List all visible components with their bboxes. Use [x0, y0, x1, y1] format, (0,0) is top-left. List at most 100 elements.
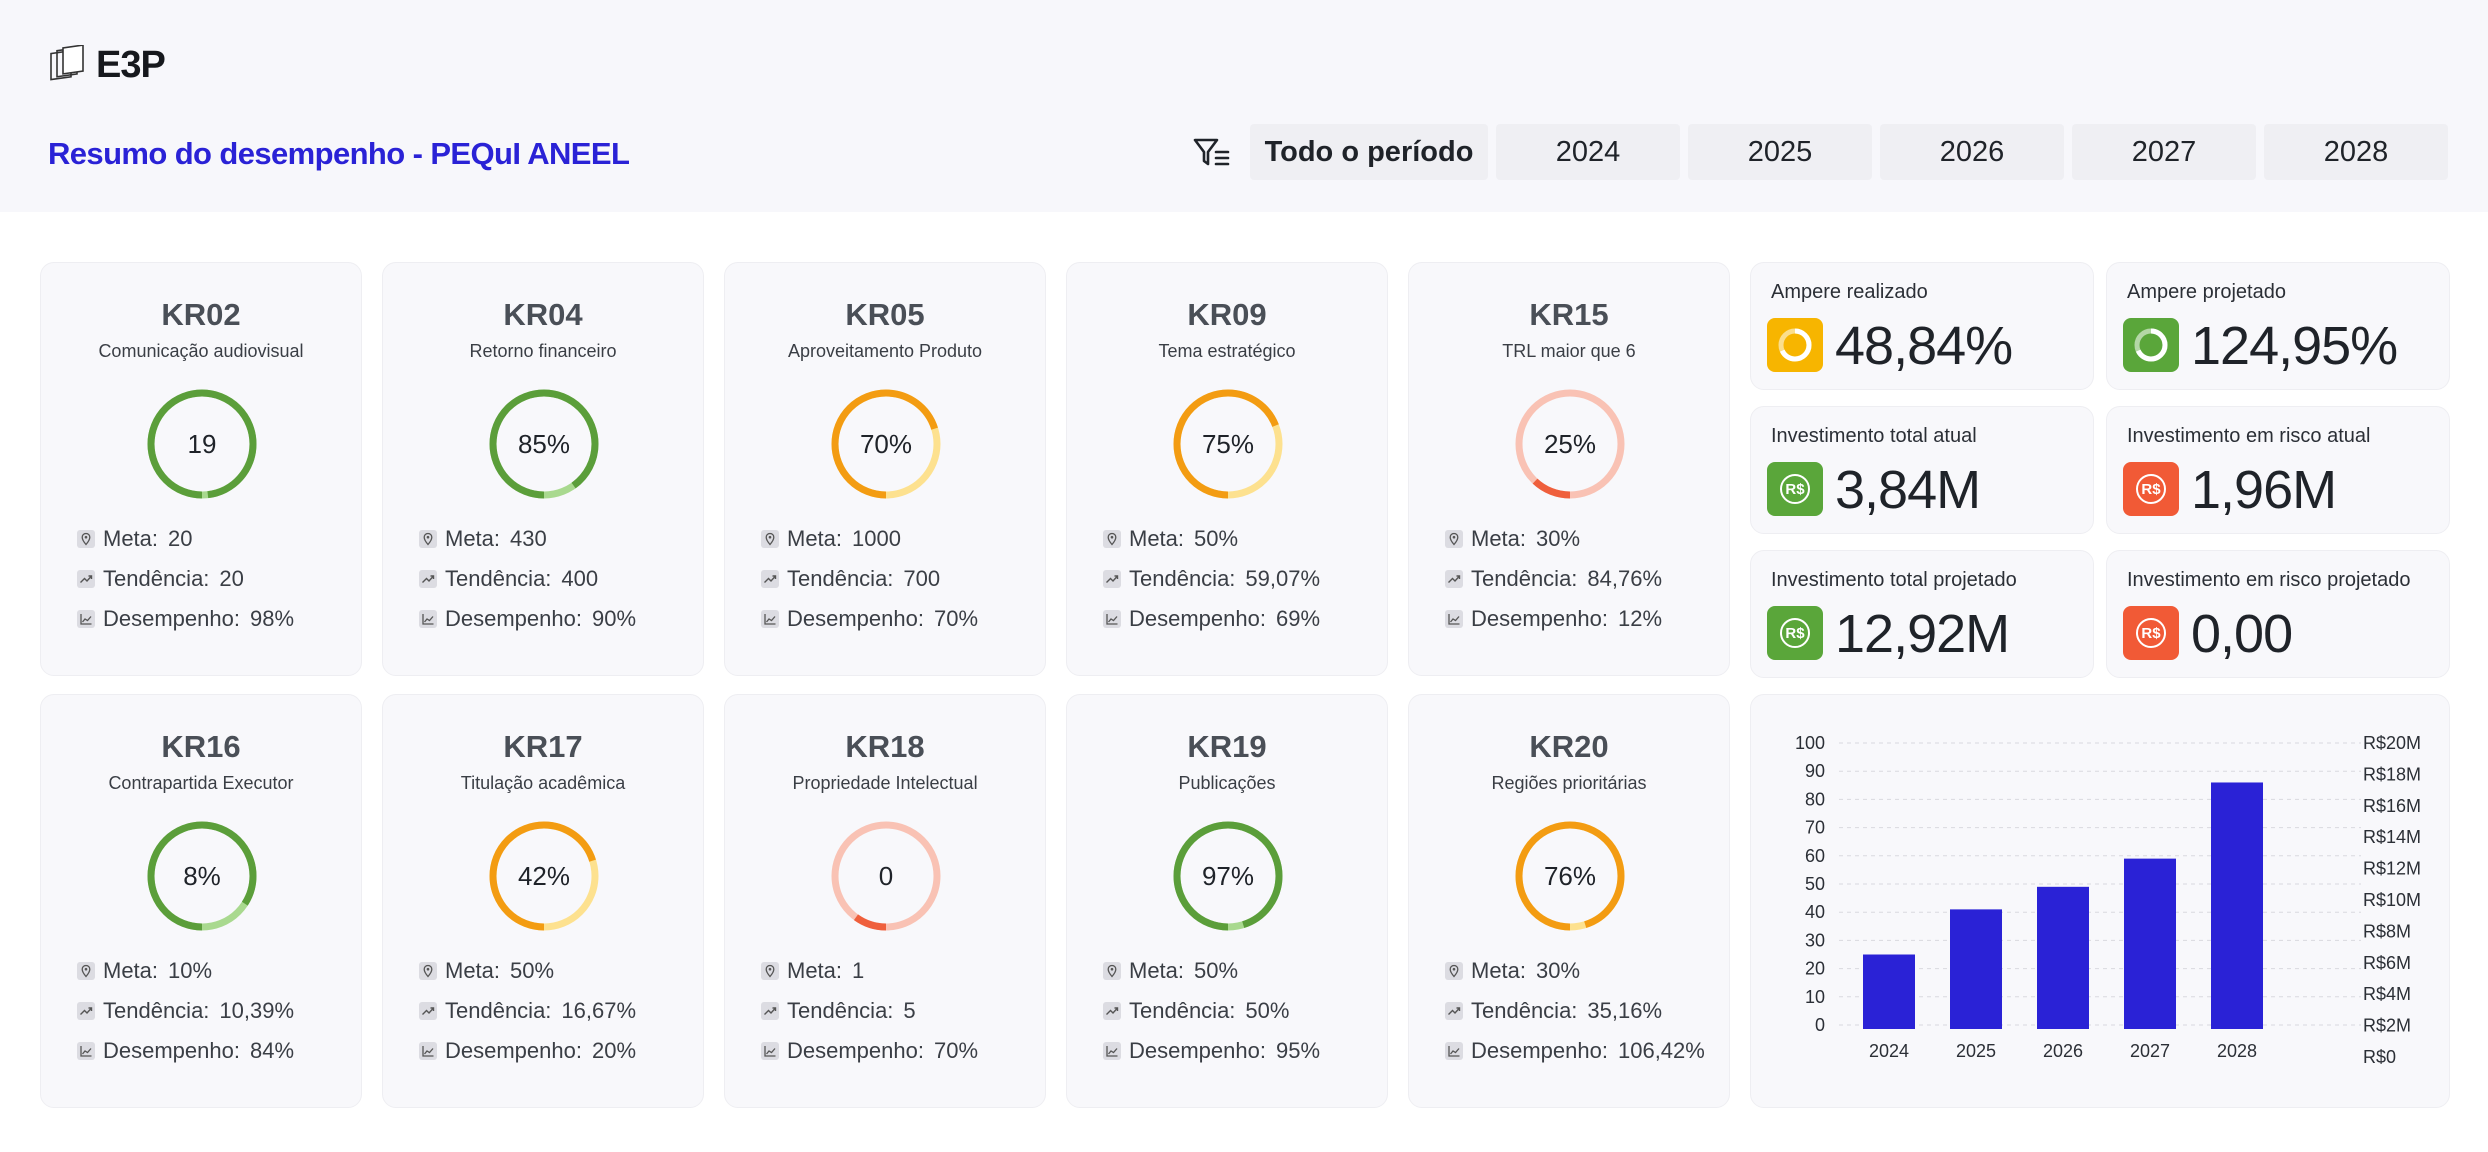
- bar-2026[interactable]: [2037, 886, 2089, 1029]
- kr-card-kr17[interactable]: KR17 Titulação acadêmica 42% Meta: 50% Tendên…: [382, 694, 704, 1108]
- y2-tick-label: R$4M: [2363, 984, 2411, 1004]
- location-pin-icon: [77, 530, 95, 548]
- metric-value: 70%: [933, 606, 979, 631]
- kr-metrics: Meta: 50% Tendência: 59,07% Desempenho: 69%: [1103, 519, 1320, 639]
- ring-value: 42%: [517, 860, 571, 891]
- metric-meta: Meta: 1: [761, 951, 978, 991]
- metric-label: Tendência:: [103, 566, 210, 591]
- metric-tendencia: Tendência: 5: [761, 991, 978, 1031]
- logo-icon: [50, 44, 84, 80]
- kr-subtitle: Regiões prioritárias: [1491, 773, 1647, 793]
- location-pin-icon: [1103, 530, 1121, 548]
- metric-meta: Meta: 50%: [1103, 951, 1320, 991]
- kr-card-kr04[interactable]: KR04 Retorno financeiro 85% Meta: 430 Tendênc…: [382, 262, 704, 676]
- kpi-ampere-projetado[interactable]: Ampere projetado 124,95%: [2106, 262, 2450, 390]
- progress-ring: [831, 821, 941, 931]
- location-pin-icon: [1103, 962, 1121, 980]
- kr-code: KR15: [1529, 297, 1609, 332]
- kpi-value: 48,84%: [1835, 316, 2013, 376]
- kr-card-kr05[interactable]: KR05 Aproveitamento Produto 70% Meta: 1000 Te…: [724, 262, 1046, 676]
- tab-2027[interactable]: 2027: [2072, 124, 2256, 180]
- metric-label: Desempenho:: [1471, 1038, 1608, 1063]
- metric-label: Desempenho:: [787, 606, 924, 631]
- metric-label: Tendência:: [1129, 998, 1236, 1023]
- trend-up-icon: [419, 570, 437, 588]
- ring-value: 75%: [1201, 428, 1255, 459]
- metric-value: 98%: [249, 606, 295, 631]
- metric-label: Tendência:: [1471, 566, 1578, 591]
- kr-card-kr20[interactable]: KR20 Regiões prioritárias 76% Meta: 30% Tendê…: [1408, 694, 1730, 1108]
- metric-meta: Meta: 50%: [419, 951, 636, 991]
- metric-tendencia: Tendência: 59,07%: [1103, 559, 1320, 599]
- currency-icon: R$: [2123, 606, 2179, 660]
- currency-icon: R$: [1767, 462, 1823, 516]
- tab-2025[interactable]: 2025: [1688, 124, 1872, 180]
- kr-subtitle: Publicações: [1178, 773, 1276, 793]
- kpi-investimento-em-risco-atual[interactable]: Investimento em risco atual R$ 1,96M: [2106, 406, 2450, 534]
- kpi-investimento-em-risco-projetado[interactable]: Investimento em risco projetado R$ 0,00: [2106, 550, 2450, 678]
- bar-2025[interactable]: [1950, 909, 2002, 1029]
- metric-meta: Meta: 430: [419, 519, 636, 559]
- kr-card-kr15[interactable]: KR15 TRL maior que 6 25% Meta: 30% Tendência:…: [1408, 262, 1730, 676]
- bar-2024[interactable]: [1863, 954, 1915, 1030]
- kr-card-kr02[interactable]: KR02 Comunicação audiovisual 19 Meta: 20 Tend…: [40, 262, 362, 676]
- bar-2027[interactable]: [2124, 858, 2176, 1029]
- kpi-investimento-total-atual[interactable]: Investimento total atual R$ 3,84M: [1750, 406, 2094, 534]
- y2-tick-label: R$12M: [2363, 859, 2421, 879]
- metric-label: Desempenho:: [103, 1038, 240, 1063]
- kpi-label: Investimento em risco projetado: [2127, 569, 2411, 591]
- kr-card-kr19[interactable]: KR19 Publicações 97% Meta: 50% Tendência: 50% D…: [1066, 694, 1388, 1108]
- metric-label: Meta:: [1471, 526, 1527, 551]
- progress-ring: [147, 821, 257, 931]
- tab-2024[interactable]: 2024: [1496, 124, 1680, 180]
- metric-meta: Meta: 10%: [77, 951, 294, 991]
- kr-subtitle: Retorno financeiro: [469, 341, 617, 361]
- tab-2026[interactable]: 2026: [1880, 124, 2064, 180]
- metric-label: Tendência:: [445, 566, 552, 591]
- metric-desempenho: Desempenho: 90%: [419, 599, 636, 639]
- tab-todo-periodo[interactable]: Todo o período: [1250, 124, 1488, 180]
- kpi-label: Investimento em risco atual: [2127, 425, 2371, 447]
- kr-card-kr09[interactable]: KR09 Tema estratégico 75% Meta: 50% Tendência…: [1066, 262, 1388, 676]
- kr-metrics: Meta: 20 Tendência: 20 Desempenho: 98%: [77, 519, 294, 639]
- logo[interactable]: E3P: [48, 44, 166, 87]
- metric-value: 1: [852, 958, 865, 983]
- progress-ring: [1173, 389, 1283, 499]
- metric-desempenho: Desempenho: 20%: [419, 1031, 636, 1071]
- line-chart-icon: [77, 610, 95, 628]
- metric-desempenho: Desempenho: 106,42%: [1445, 1031, 1705, 1071]
- progress-ring: [1515, 821, 1625, 931]
- kpi-ampere-realizado[interactable]: Ampere realizado 48,84%: [1750, 262, 2094, 390]
- kr-metrics: Meta: 430 Tendência: 400 Desempenho: 90%: [419, 519, 636, 639]
- kr-code: KR16: [161, 729, 241, 764]
- metric-label: Meta:: [1129, 526, 1185, 551]
- kpi-investimento-total-projetado[interactable]: Investimento total projetado R$ 12,92M: [1750, 550, 2094, 678]
- period-tabs: Todo o período 2024 2025 2026 2027 2028: [1250, 124, 2448, 180]
- metric-value: 69%: [1275, 606, 1321, 631]
- metric-value: 50%: [1245, 998, 1290, 1023]
- metric-value: 30%: [1536, 958, 1581, 983]
- filter-icon[interactable]: [1192, 136, 1230, 170]
- metric-value: 95%: [1275, 1038, 1321, 1063]
- y2-tick-label: R$2M: [2363, 1016, 2411, 1036]
- kr-code: KR19: [1187, 729, 1267, 764]
- metric-value: 5: [903, 998, 916, 1023]
- bar-2028[interactable]: [2211, 782, 2263, 1029]
- kr-card-kr18[interactable]: KR18 Propriedade Intelectual 0 Meta: 1 Tendên…: [724, 694, 1046, 1108]
- metric-value: 430: [510, 526, 547, 551]
- metric-meta: Meta: 1000: [761, 519, 978, 559]
- metric-label: Desempenho:: [445, 606, 582, 631]
- metric-tendencia: Tendência: 84,76%: [1445, 559, 1662, 599]
- kr-card-kr16[interactable]: KR16 Contrapartida Executor 8% Meta: 10% Tend…: [40, 694, 362, 1108]
- metric-value: 84,76%: [1587, 566, 1663, 591]
- progress-ring: [831, 389, 941, 499]
- metric-value: 59,07%: [1245, 566, 1321, 591]
- line-chart-icon: [1103, 1042, 1121, 1060]
- bar-chart: 0 10 20 30 40 50 60 70 80 90 100 R$0 R$2M R$4M R$6M R$8…: [1795, 733, 2421, 1067]
- metric-value: 10%: [168, 958, 213, 983]
- kr-metrics: Meta: 50% Tendência: 50% Desempenho: 95%: [1103, 951, 1320, 1071]
- kpi-label: Ampere realizado: [1771, 281, 1928, 303]
- kr-metrics: Meta: 10% Tendência: 10,39% Desempenho: 84%: [77, 951, 294, 1071]
- kr-subtitle: Tema estratégico: [1158, 341, 1296, 361]
- tab-2028[interactable]: 2028: [2264, 124, 2448, 180]
